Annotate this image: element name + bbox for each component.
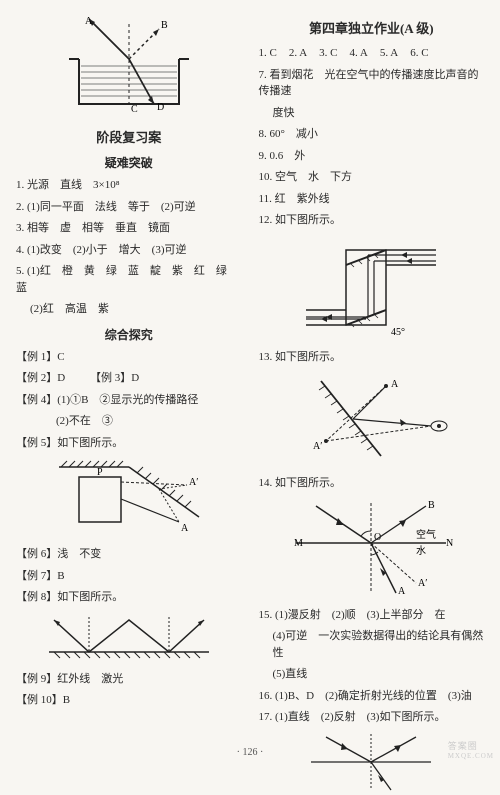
label-A: A	[85, 16, 93, 27]
example-2: 【例 2】D	[16, 372, 65, 384]
label-water: 水	[416, 545, 426, 557]
figure-12: 45°	[258, 235, 484, 343]
answer-4: 4. (1)改变 (2)小于 增大 (3)可逆	[16, 242, 242, 259]
label-Aprime-fig14: A′	[418, 578, 427, 589]
example-10: 【例 10】B	[16, 692, 242, 709]
answer-5a: 5. (1)红 橙 黄 绿 蓝 靛 紫 红 绿 蓝	[16, 263, 242, 296]
label-B: B	[428, 500, 435, 511]
mc-1: 1. C	[258, 45, 276, 62]
multiple-choice-row: 1. C 2. A 3. C 4. A 5. A 6. C	[258, 45, 484, 62]
label-N: N	[446, 538, 453, 549]
answer-7a: 7. 看到烟花 光在空气中的传播速度比声音的传播速	[258, 67, 484, 100]
example-8: 【例 8】如下图所示。	[16, 589, 242, 606]
answer-1: 1. 光源 直线 3×10⁸	[16, 177, 242, 194]
section-title-review: 阶段复习案	[16, 127, 242, 146]
example-9: 【例 9】红外线 激光	[16, 671, 242, 688]
example-4a: 【例 4】(1)①B ②显示光的传播路径	[16, 392, 242, 409]
answer-3: 3. 相等 虚 相等 垂直 镜面	[16, 220, 242, 237]
subsection-difficulties: 疑难突破	[16, 154, 242, 171]
answer-17: 17. (1)直线 (2)反射 (3)如下图所示。	[258, 709, 484, 726]
watermark-line2: MXQE.COM	[448, 752, 494, 760]
label-C: C	[131, 104, 138, 114]
answer-13: 13. 如下图所示。	[258, 349, 484, 366]
answer-15b: (4)可逆 一次实验数据得出的结论具有偶然性	[258, 628, 484, 661]
label-A-fig13: A	[391, 379, 399, 390]
example-2-3: 【例 2】D 【例 3】D	[16, 370, 242, 387]
mc-5: 5. A	[380, 45, 398, 62]
answer-9: 9. 0.6 外	[258, 148, 484, 165]
chapter-title: 第四章独立作业(A 级)	[258, 18, 484, 37]
figure-13: A A′	[258, 371, 484, 469]
figure-example-5: P A A′	[16, 457, 242, 540]
label-Aprime-fig13: A′	[313, 441, 322, 452]
figure-example-8	[16, 612, 242, 665]
answer-5b: (2)红 高温 紫	[16, 301, 242, 318]
example-1: 【例 1】C	[16, 349, 242, 366]
right-column: 第四章独立作业(A 级) 1. C 2. A 3. C 4. A 5. A 6.…	[252, 8, 490, 740]
label-A-fig2: A	[181, 523, 189, 534]
subsection-inquiry: 综合探究	[16, 326, 242, 343]
label-air: 空气	[416, 528, 436, 541]
label-45: 45°	[391, 327, 405, 338]
mc-3: 3. C	[319, 45, 337, 62]
answer-11: 11. 红 紫外线	[258, 191, 484, 208]
page-number: · 126 ·	[0, 747, 500, 758]
answer-14: 14. 如下图所示。	[258, 475, 484, 492]
watermark-line1: 答案圈	[448, 739, 494, 752]
example-4b: (2)不在 ③	[16, 413, 242, 430]
answer-15c: (5)直线	[258, 666, 484, 683]
label-B: B	[161, 20, 168, 31]
answer-15a: 15. (1)漫反射 (2)顺 (3)上半部分 在	[258, 607, 484, 624]
mc-6: 6. C	[410, 45, 428, 62]
left-column: A B C D 阶段复习案 疑难突破 1. 光源 直线 3×10⁸ 2. (1)…	[10, 8, 248, 740]
example-3: 【例 3】D	[90, 372, 139, 384]
example-7: 【例 7】B	[16, 568, 242, 585]
answer-8: 8. 60° 减小	[258, 126, 484, 143]
figure-refraction-top: A B C D	[16, 14, 242, 117]
example-6: 【例 6】浅 不变	[16, 546, 242, 563]
answer-10: 10. 空气 水 下方	[258, 169, 484, 186]
label-A-fig14: A	[398, 586, 406, 597]
watermark: 答案圈 MXQE.COM	[448, 739, 494, 760]
column-divider	[250, 8, 251, 740]
answer-12: 12. 如下图所示。	[258, 212, 484, 229]
figure-14: M N 空气 水 O B A A′	[258, 498, 484, 601]
mc-2: 2. A	[289, 45, 307, 62]
label-D: D	[157, 102, 164, 113]
answer-7b: 度快	[258, 105, 484, 122]
label-Aprime-fig2: A′	[189, 477, 198, 488]
answer-16: 16. (1)B、D (2)确定折射光线的位置 (3)油	[258, 688, 484, 705]
label-M: M	[294, 538, 303, 549]
label-P: P	[97, 467, 103, 478]
answer-2: 2. (1)同一平面 法线 等于 (2)可逆	[16, 199, 242, 216]
example-5: 【例 5】如下图所示。	[16, 435, 242, 452]
mc-4: 4. A	[350, 45, 368, 62]
